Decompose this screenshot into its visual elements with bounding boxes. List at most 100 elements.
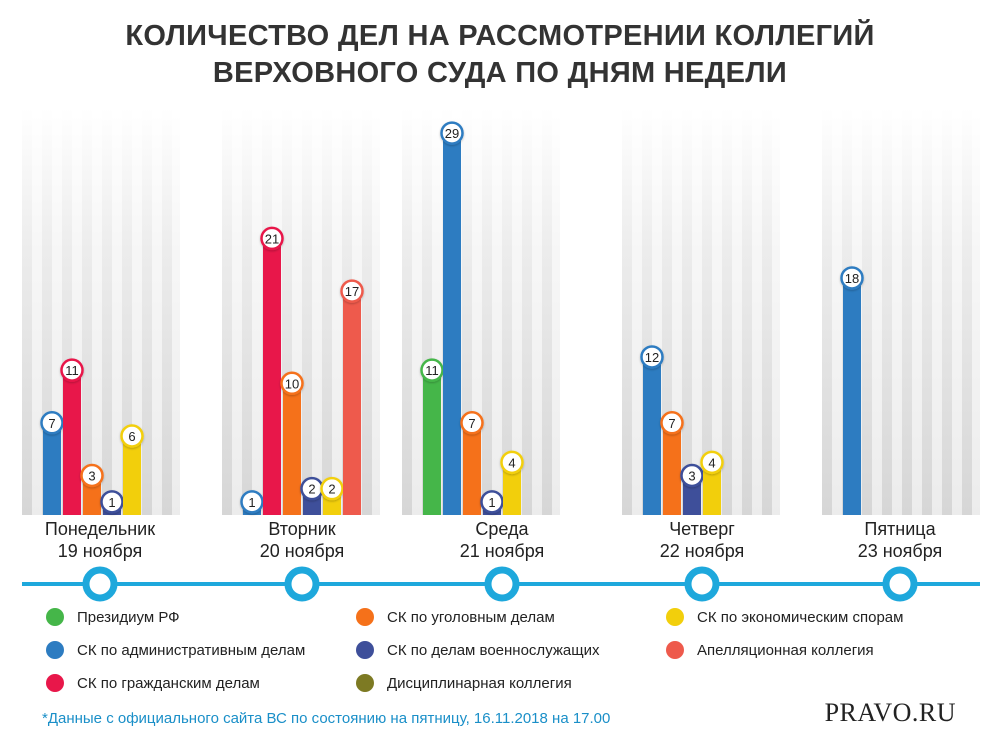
legend-label: СК по экономическим спорам bbox=[697, 608, 904, 626]
value-label: 17 bbox=[345, 284, 359, 299]
panel-stripe bbox=[252, 108, 262, 515]
bar-civ bbox=[63, 370, 81, 515]
legend-swatch bbox=[666, 641, 684, 659]
value-label: 1 bbox=[108, 495, 115, 510]
value-badge: 12 bbox=[640, 345, 664, 369]
value-badge-circle bbox=[840, 266, 864, 290]
value-label: 7 bbox=[468, 416, 475, 431]
value-label: 11 bbox=[65, 363, 79, 378]
value-badge: 6 bbox=[120, 424, 144, 448]
value-badge: 2 bbox=[300, 476, 324, 501]
value-badge: 1 bbox=[480, 490, 504, 514]
panel-stripe bbox=[72, 108, 82, 515]
timeline-node bbox=[82, 566, 118, 602]
panel-stripe bbox=[132, 108, 142, 515]
value-label: 29 bbox=[445, 126, 459, 141]
chart-title-line-1: КОЛИЧЕСТВО ДЕЛ НА РАССМОТРЕНИИ КОЛЛЕГИЙ bbox=[125, 20, 875, 52]
timeline-node bbox=[484, 566, 520, 602]
day-name: Четверг bbox=[669, 519, 735, 539]
legend-swatch bbox=[46, 674, 64, 692]
day-label: Понедельник 19 ноября bbox=[20, 518, 180, 562]
value-badge: 21 bbox=[260, 226, 284, 251]
panel-stripe bbox=[532, 108, 542, 515]
panel-stripe bbox=[772, 108, 782, 515]
value-badge-circle bbox=[660, 411, 684, 435]
timeline-node bbox=[684, 566, 720, 602]
legend-label: СК по делам военнослужащих bbox=[387, 641, 600, 659]
bar-adm bbox=[643, 356, 661, 515]
value-badge: 1 bbox=[100, 490, 124, 514]
panel-stripe bbox=[752, 108, 762, 515]
value-badge: 3 bbox=[680, 463, 704, 488]
legend-swatch bbox=[46, 641, 64, 659]
value-badge-circle bbox=[80, 463, 104, 488]
bar-civ bbox=[263, 238, 281, 515]
legend-swatch bbox=[356, 674, 374, 692]
legend-item-civ: СК по гражданским делам bbox=[46, 674, 260, 692]
legend-swatch bbox=[356, 608, 374, 626]
legend-item-econ: СК по экономическим спорам bbox=[666, 608, 903, 626]
bar-appeal bbox=[343, 291, 361, 515]
value-label: 7 bbox=[48, 416, 55, 431]
panel-stripe bbox=[332, 108, 342, 515]
panel-stripe bbox=[312, 108, 322, 515]
legend-label: СК по гражданским делам bbox=[77, 674, 260, 692]
panel-stripe bbox=[972, 108, 982, 515]
panel-stripe bbox=[932, 108, 942, 515]
panel-stripe bbox=[52, 108, 62, 515]
legend-label: Дисциплинарная коллегия bbox=[387, 674, 572, 692]
brand-logo: PRAVO.RU bbox=[824, 698, 956, 727]
chart-title: КОЛИЧЕСТВО ДЕЛ НА РАССМОТРЕНИИ КОЛЛЕГИЙ … bbox=[0, 18, 1000, 92]
value-badge-circle bbox=[480, 490, 504, 514]
day-label: Пятница 23 ноября bbox=[820, 518, 980, 562]
value-badge-circle bbox=[420, 358, 444, 382]
value-label: 1 bbox=[488, 495, 495, 510]
legend-item-appeal: Апелляционная коллегия bbox=[666, 641, 874, 659]
value-badge: 18 bbox=[840, 266, 864, 290]
panel-stripe bbox=[232, 108, 242, 515]
bar-econ bbox=[703, 462, 721, 515]
panel-stripe bbox=[412, 108, 422, 515]
day-name: Понедельник bbox=[44, 519, 156, 539]
legend-swatch bbox=[356, 641, 374, 659]
legend-label: СК по уголовным делам bbox=[387, 608, 555, 626]
panel-stripe bbox=[112, 108, 122, 515]
bar-crim bbox=[283, 383, 301, 515]
timeline-node bbox=[284, 566, 320, 602]
value-badge-circle bbox=[680, 463, 704, 488]
value-badge: 4 bbox=[700, 450, 724, 475]
value-label: 11 bbox=[425, 363, 439, 378]
value-badge: 17 bbox=[340, 279, 364, 303]
panel-stripe bbox=[712, 108, 722, 515]
day-panel bbox=[622, 108, 782, 515]
timeline-node bbox=[882, 566, 918, 602]
legend-item-mil: СК по делам военнослужащих bbox=[356, 641, 599, 659]
value-badge-circle bbox=[640, 345, 664, 369]
panel-stripe bbox=[632, 108, 642, 515]
day-label: Вторник 20 ноября bbox=[222, 518, 382, 562]
value-label: 4 bbox=[508, 455, 515, 470]
day-date: 19 ноября bbox=[57, 541, 143, 561]
value-badge-circle bbox=[240, 490, 264, 514]
value-label: 18 bbox=[845, 271, 859, 286]
panel-stripe bbox=[952, 108, 962, 515]
value-badge: 7 bbox=[460, 411, 484, 435]
bar-adm bbox=[443, 133, 461, 515]
panel-stripe bbox=[372, 108, 382, 515]
day-date: 22 ноября bbox=[659, 541, 745, 561]
value-badge-circle bbox=[260, 226, 284, 251]
value-label: 21 bbox=[265, 231, 279, 246]
chart-title-line-2: ВЕРХОВНОГО СУДА ПО ДНЯМ НЕДЕЛИ bbox=[212, 57, 788, 89]
legend-label: Президиум РФ bbox=[77, 608, 180, 626]
value-badge: 10 bbox=[280, 371, 304, 396]
panel-stripe bbox=[92, 108, 102, 515]
bar-pres bbox=[423, 370, 441, 515]
panel-stripe bbox=[912, 108, 922, 515]
bar-adm bbox=[43, 422, 61, 515]
panel-stripe bbox=[152, 108, 162, 515]
value-label: 10 bbox=[285, 376, 299, 391]
day-name: Среда bbox=[475, 519, 529, 539]
value-badge-circle bbox=[700, 450, 724, 475]
legend: Президиум РФ СК по административным делам… bbox=[46, 608, 966, 698]
